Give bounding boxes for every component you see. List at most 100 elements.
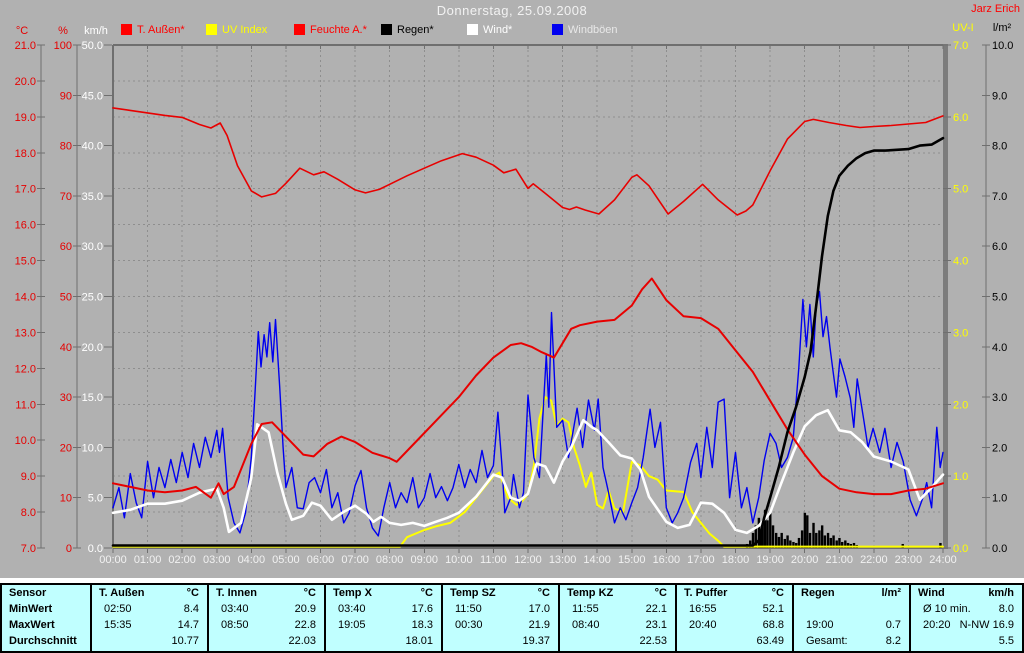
axis-tick-label: 02:00 [168, 554, 196, 566]
legend-item-t-au-en: T. Außen* [121, 24, 185, 37]
axis-tick-label: 0 [66, 543, 72, 555]
legend-swatch-icon [206, 24, 217, 35]
min-row: 16:55 52.1 [677, 601, 792, 617]
cell-time: 16:55 [689, 603, 717, 615]
axis-tick-label: 16:00 [653, 554, 681, 566]
axis-tick-label: 21:00 [825, 554, 853, 566]
axis-tick-label: 15:00 [618, 554, 646, 566]
cell-value: °C [186, 587, 199, 599]
series-line-regen-summe [111, 136, 945, 547]
stat-column-wind: Wind km/h Ø 10 min. 8.0 20:20 N-NW 16.9 5.5 [909, 585, 1022, 651]
cell-time: 19:05 [338, 619, 366, 631]
axis-tick-label: 10.0 [992, 40, 1013, 52]
max-row: 08:50 22.8 [209, 617, 324, 633]
cell-value: 21.9 [528, 619, 550, 631]
cell-value: 18.01 [405, 635, 433, 647]
axis-tick-label: 17:00 [687, 554, 715, 566]
axis-tick-label: 09:00 [410, 554, 438, 566]
axis-tick-label: °C [16, 25, 28, 37]
rain-bar [795, 542, 798, 548]
hdr-row: Regen l/m² [794, 585, 909, 601]
min-row: 03:40 17.6 [326, 601, 441, 617]
cell-time: 03:40 [338, 603, 366, 615]
cell-time: T. Außen [99, 587, 145, 599]
table-row-labels: Sensor MinWert MaxWert Durchschnitt [2, 585, 90, 651]
rain-bar [832, 535, 835, 548]
axis-tick-label: 13.0 [15, 327, 36, 339]
min-row: 11:55 22.1 [560, 601, 675, 617]
hdr-row: Temp SZ °C [443, 585, 558, 601]
cell-value: °C [771, 587, 784, 599]
cell-value: 22.8 [294, 619, 316, 631]
axis-tick-label: 23:00 [895, 554, 923, 566]
min-row: 02:50 8.4 [92, 601, 207, 617]
axis-tick-label: 22:00 [860, 554, 888, 566]
axis-tick-label: 10 [60, 493, 72, 505]
axis-tick-label: 00:00 [99, 554, 127, 566]
cell-time: Gesamt: [806, 635, 848, 647]
cell-value: 22.03 [288, 635, 316, 647]
axis-tick-label: 1.0 [992, 493, 1007, 505]
rain-bar [761, 522, 764, 548]
axis-tick-label: 17.0 [15, 184, 36, 196]
axis-tick-label: 30.0 [82, 241, 103, 253]
min-row: Ø 10 min. 8.0 [911, 601, 1022, 617]
axis-tick-label: 11:00 [480, 554, 507, 566]
axis-tick-label: 12.0 [15, 363, 36, 375]
cell-value: 17.0 [528, 603, 550, 615]
axis-tick-label: 15.0 [82, 392, 103, 404]
axis-tick-label: km/h [84, 25, 108, 37]
stat-column-regen: Regen l/m² 19:00 0.7 Gesamt: 8.2 [792, 585, 909, 651]
rain-bar [823, 535, 827, 548]
axis-tick-label: 9.0 [992, 90, 1007, 102]
max-row: 15:35 14.7 [92, 617, 207, 633]
rain-bar [806, 515, 809, 548]
rain-bar [783, 538, 787, 548]
cell-time: 20:20 [923, 619, 951, 631]
avg-row: 5.5 [911, 633, 1022, 649]
legend-label: Regen* [397, 24, 434, 36]
stat-column-temp-kz: Temp KZ °C 11:55 22.1 08:40 23.1 22.53 [558, 585, 675, 651]
legend-swatch-icon [552, 24, 563, 35]
cell-value: 63.49 [756, 635, 784, 647]
axis-tick-label: 50.0 [82, 40, 103, 52]
axis-tick-label: 13:00 [549, 554, 577, 566]
stats-table: Sensor MinWert MaxWert Durchschnitt T. Außen… [0, 583, 1024, 653]
rain-bar [789, 540, 792, 548]
axis-tick-label: 08:00 [376, 554, 404, 566]
rain-bar [818, 530, 821, 548]
axis-tick-label: 8.0 [992, 141, 1007, 153]
rain-bar [844, 540, 847, 548]
axis-tick-label: 18:00 [722, 554, 750, 566]
axis-tick-label: UV-I [952, 22, 973, 34]
author-label: Jarz Erich [971, 3, 1020, 15]
rain-bar [754, 525, 757, 548]
axis-tick-label: 40.0 [82, 141, 103, 153]
cell-value: °C [654, 587, 667, 599]
avg-row: 19.37 [443, 633, 558, 649]
row-label: Sensor [9, 587, 47, 599]
axis-tick-label: 40 [60, 342, 72, 354]
axis-tick-label: 19.0 [15, 112, 36, 124]
hdr-row: T. Außen °C [92, 585, 207, 601]
hdr-row: Temp X °C [326, 585, 441, 601]
max-row: 19:05 18.3 [326, 617, 441, 633]
legend-item-regen: Regen* [381, 24, 434, 37]
hdr-row: T. Puffer °C [677, 585, 792, 601]
axis-tick-label: l/m² [993, 22, 1012, 34]
rain-bar [829, 537, 833, 548]
stat-column-t-puffer: T. Puffer °C 16:55 52.1 20:40 68.8 63.49 [675, 585, 792, 651]
legend-swatch-icon [294, 24, 305, 35]
axis-tick-label: 9.0 [21, 471, 36, 483]
row-label: Durchschnitt [9, 635, 77, 647]
rain-bar [751, 532, 755, 548]
cell-value: °C [420, 587, 433, 599]
page-title: Donnerstag, 25.09.2008 [436, 3, 588, 18]
rain-bar [780, 532, 783, 548]
cell-time: Temp KZ [567, 587, 614, 599]
axis-tick-label: 18.0 [15, 148, 36, 160]
rain-bar [826, 532, 830, 548]
cell-time: 19:00 [806, 619, 834, 631]
axis-tick-label: 7.0 [953, 40, 968, 52]
